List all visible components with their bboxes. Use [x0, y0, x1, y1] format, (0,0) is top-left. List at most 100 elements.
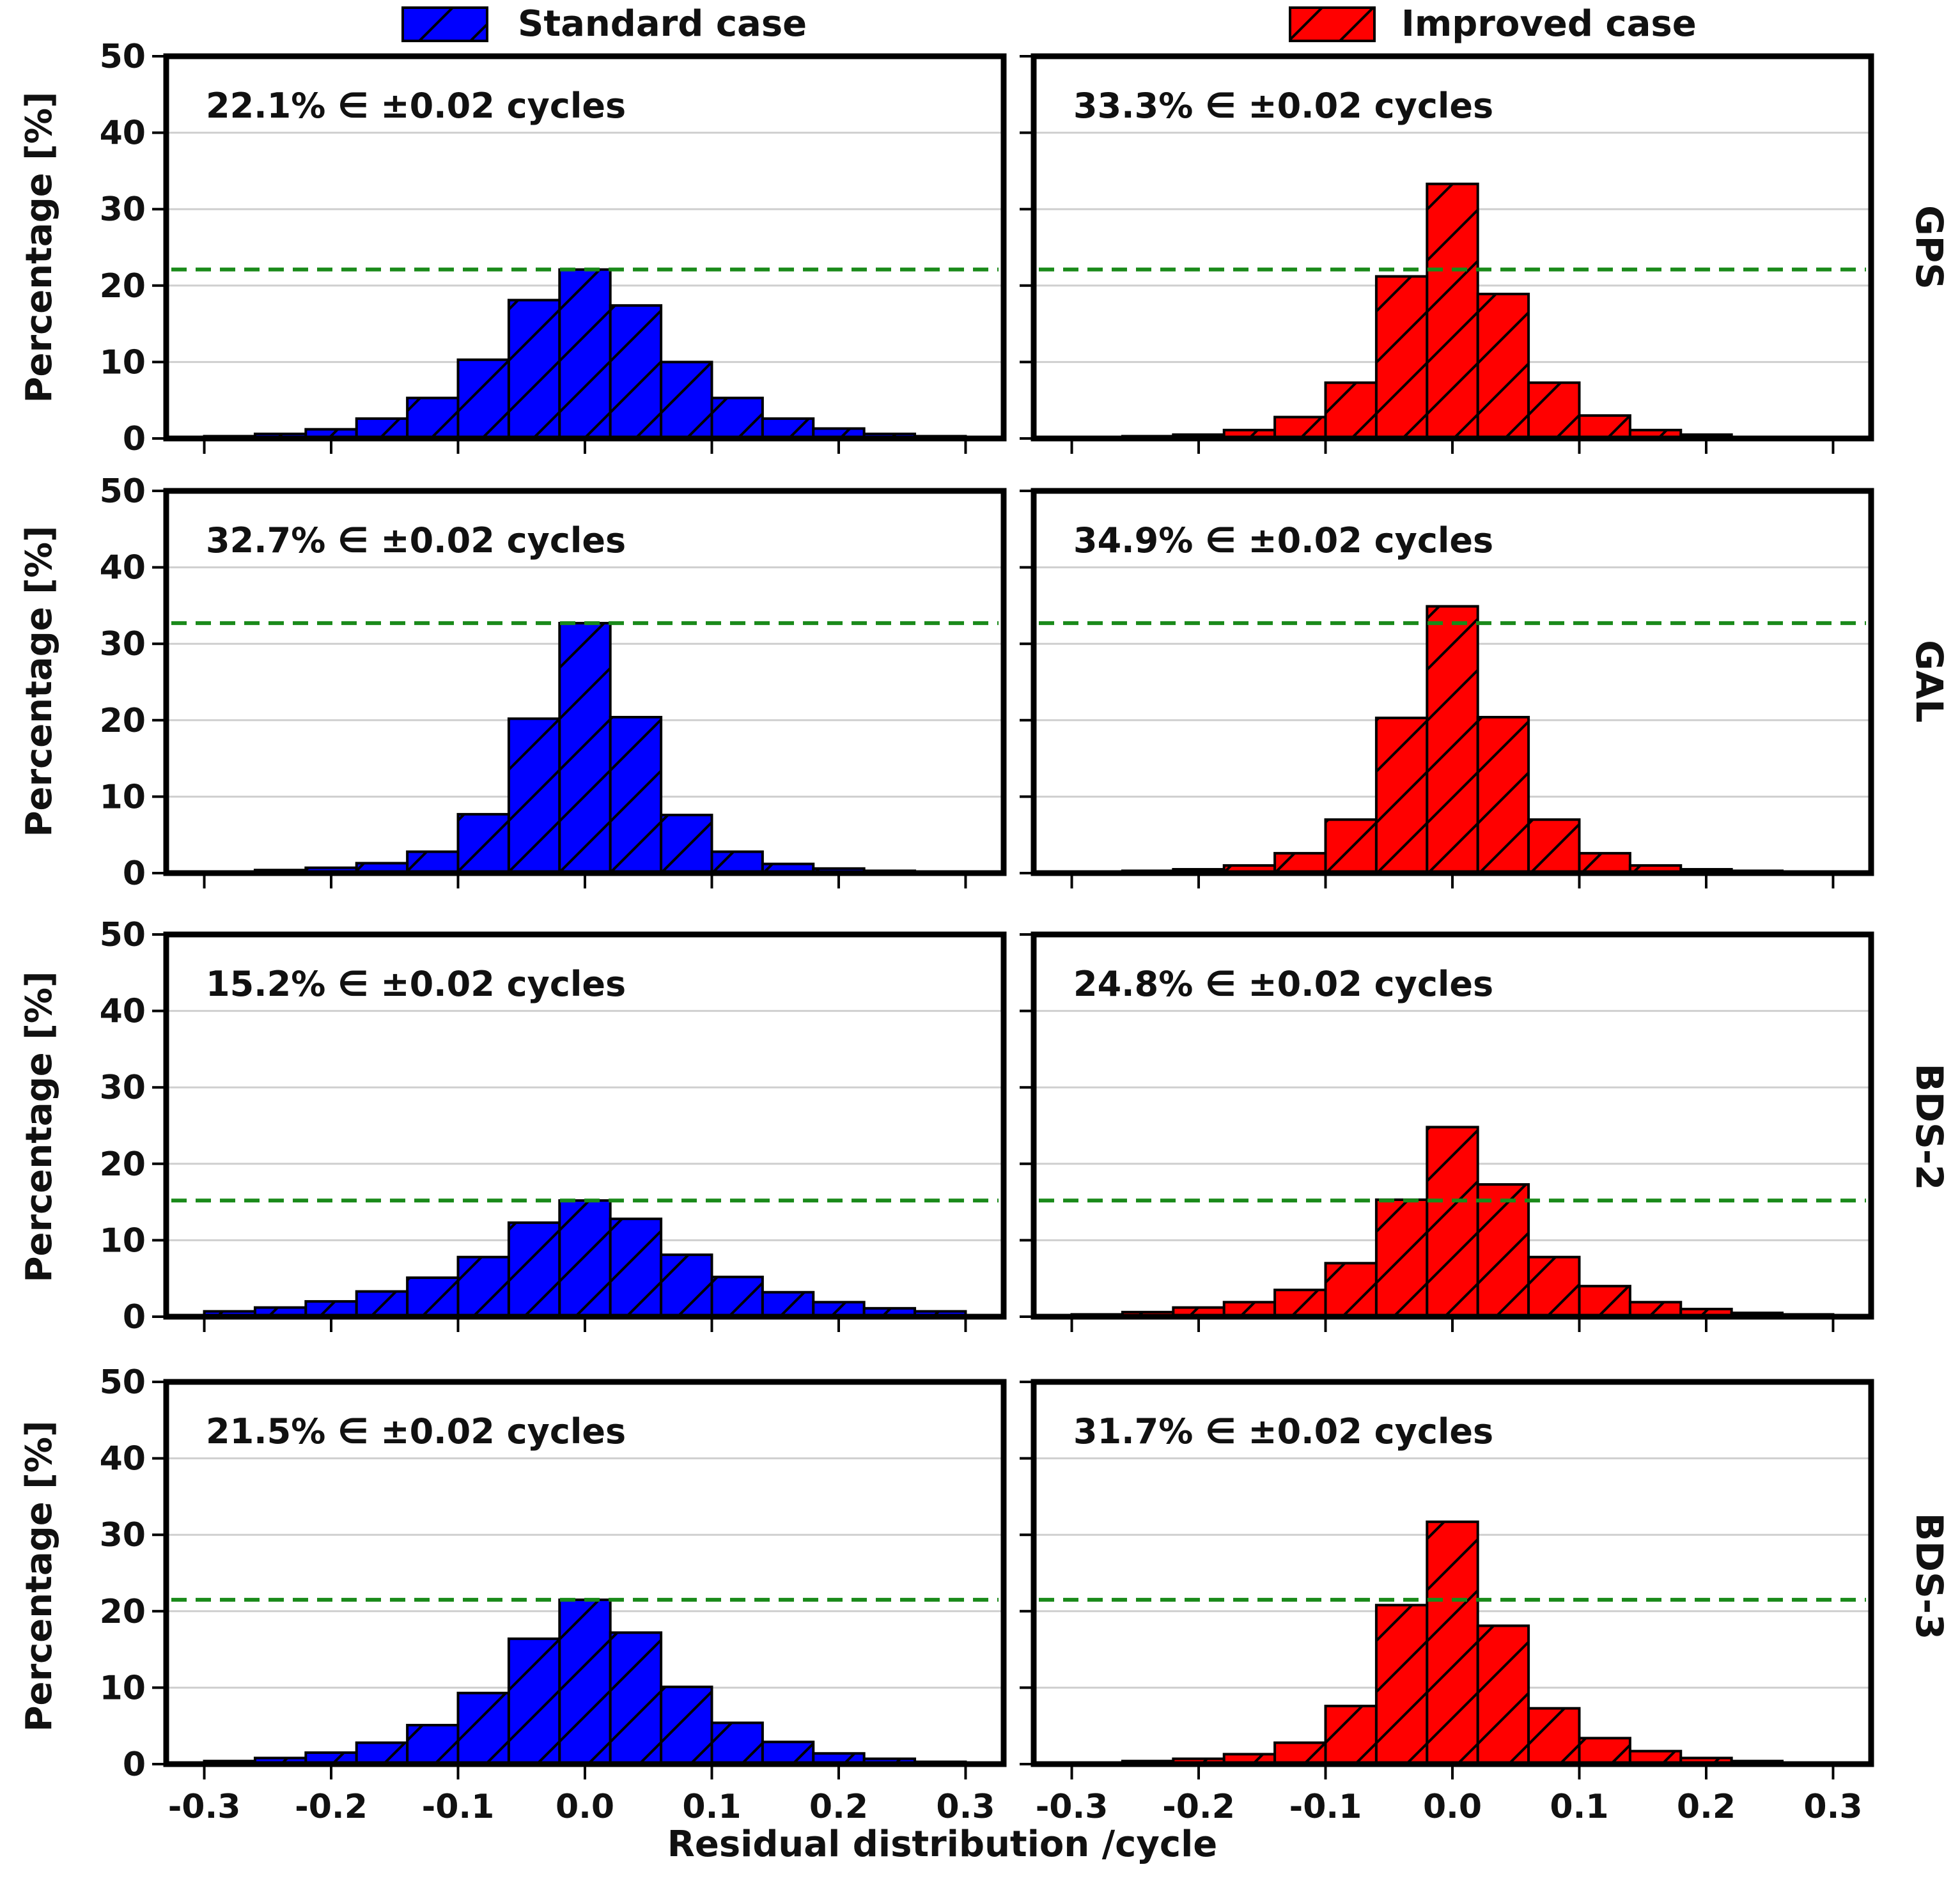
y-tick-label: 10 — [100, 343, 146, 382]
bar — [558, 621, 612, 875]
y-tick-label: 30 — [100, 625, 146, 663]
bar — [558, 1598, 612, 1766]
bar — [1476, 1624, 1530, 1765]
bar — [1578, 1737, 1631, 1765]
y-tick-label: 10 — [100, 1669, 146, 1707]
x-tick-label: 0.1 — [682, 1788, 741, 1826]
bar — [456, 812, 510, 874]
row-label-bds2: BDS-2 — [1908, 1064, 1951, 1191]
panel-annotation: 31.7% ∈ ±0.02 cycles — [1073, 1411, 1493, 1452]
panel-bds3-standard: 0 10 20 30 40 50 -0.3 -0.2 -0.1 0.0 0.1 0.2 0.3 21.5%… — [100, 1363, 1007, 1826]
bar — [558, 268, 612, 440]
row-label-bds3: BDS-3 — [1908, 1513, 1951, 1640]
bar — [1273, 1741, 1327, 1765]
bar — [609, 1217, 663, 1318]
y-tick-label: 0 — [123, 1298, 146, 1337]
bar — [406, 1276, 460, 1319]
y-tick-label: 10 — [100, 778, 146, 816]
bar — [1527, 1707, 1581, 1765]
bar — [609, 304, 663, 440]
y-tick-label: 20 — [100, 702, 146, 740]
bar — [456, 358, 510, 440]
bar — [609, 1631, 663, 1766]
x-tick-label: 0.2 — [809, 1788, 868, 1826]
x-tick-label: 0.0 — [556, 1788, 614, 1826]
bar — [761, 1290, 815, 1319]
y-tick-label: 20 — [100, 1145, 146, 1184]
y-tick-label: 40 — [100, 549, 146, 587]
panel-annotation: 21.5% ∈ ±0.02 cycles — [206, 1411, 626, 1452]
panel-gps-standard: 0 10 20 30 40 50 22.1% ∈ ±0.02 cycles — [100, 38, 1007, 458]
bar — [1374, 1198, 1429, 1318]
bar — [1374, 1604, 1429, 1765]
bar — [507, 1637, 561, 1765]
legend-item-improved: Improved case — [1289, 3, 1697, 45]
bar — [1476, 716, 1530, 874]
bar — [1527, 818, 1581, 875]
x-tick-label: 0.3 — [936, 1788, 995, 1826]
bar — [710, 1721, 764, 1766]
bar — [660, 1253, 713, 1319]
bar — [1426, 1520, 1479, 1765]
bar — [660, 1685, 713, 1766]
y-axis-label-row-4: Percentage [%] — [19, 1420, 60, 1732]
y-axis-label-row-1: Percentage [%] — [19, 91, 60, 403]
x-tick-label: -0.2 — [295, 1788, 368, 1826]
x-tick-label: -0.1 — [1289, 1788, 1362, 1826]
x-tick-label: 0.1 — [1550, 1788, 1608, 1826]
y-tick-label: 20 — [100, 267, 146, 306]
bar — [507, 717, 561, 874]
bar — [660, 814, 713, 874]
y-tick-label: 0 — [123, 420, 146, 458]
bar — [1578, 414, 1631, 440]
bar — [1273, 1289, 1327, 1319]
panel-bds3-improved: -0.3 -0.2 -0.1 0.0 0.1 0.2 0.3 31.7% ∈ ±0.02 cy… — [1020, 1379, 1874, 1826]
bar — [1578, 851, 1631, 875]
legend-label-improved: Improved case — [1401, 3, 1697, 45]
bar — [660, 360, 713, 440]
bar — [406, 396, 460, 440]
x-tick-label: -0.2 — [1162, 1788, 1235, 1826]
y-tick-label: 50 — [100, 916, 146, 954]
bar — [1324, 818, 1378, 875]
bar — [1324, 1262, 1378, 1319]
bar — [1527, 1255, 1581, 1319]
legend-item-standard: Standard case — [401, 3, 807, 45]
y-tick-label: 0 — [123, 855, 146, 893]
bar — [1527, 381, 1581, 440]
bar — [558, 1199, 612, 1319]
x-tick-label: -0.3 — [168, 1788, 241, 1826]
bar — [507, 298, 561, 440]
panel-annotation: 34.9% ∈ ±0.02 cycles — [1073, 520, 1493, 561]
y-tick-label: 0 — [123, 1746, 146, 1784]
bar — [1476, 292, 1530, 440]
panel-bds2-improved: 24.8% ∈ ±0.02 cycles — [1020, 931, 1874, 1332]
bar — [355, 1290, 409, 1318]
panel-gal-standard: 0 10 20 30 40 50 32.7% ∈ ±0.02 cycles — [100, 472, 1007, 893]
x-tick-label: 0.2 — [1677, 1788, 1736, 1826]
bar — [1374, 717, 1429, 875]
x-axis-label: Residual distribution /cycle — [667, 1824, 1218, 1865]
bar — [609, 716, 663, 874]
panel-annotation: 15.2% ∈ ±0.02 cycles — [206, 964, 626, 1004]
y-axis-label-row-3: Percentage [%] — [19, 971, 60, 1282]
bar — [406, 1724, 460, 1765]
bar — [710, 850, 764, 874]
bar — [1426, 605, 1479, 874]
panel-gal-improved: 34.9% ∈ ±0.02 cycles — [1020, 488, 1874, 888]
bar — [456, 1691, 510, 1765]
legend-swatch-standard — [401, 6, 488, 42]
bar — [1324, 381, 1378, 440]
panel-bds2-standard: 0 10 20 30 40 50 15.2% ∈ ±0.02 cycles — [100, 916, 1007, 1337]
row-label-gps: GPS — [1908, 205, 1951, 290]
bar — [355, 1741, 409, 1765]
bar — [1578, 1285, 1631, 1319]
y-tick-label: 30 — [100, 1516, 146, 1554]
panel-annotation: 22.1% ∈ ±0.02 cycles — [206, 86, 626, 126]
y-tick-label: 10 — [100, 1221, 146, 1260]
bar — [1324, 1705, 1378, 1766]
y-axis-labels: Percentage [%] Percentage [%] Percentage… — [19, 91, 60, 1732]
bar — [1476, 1183, 1530, 1319]
bar — [1426, 182, 1479, 440]
y-tick-label: 50 — [100, 472, 146, 511]
